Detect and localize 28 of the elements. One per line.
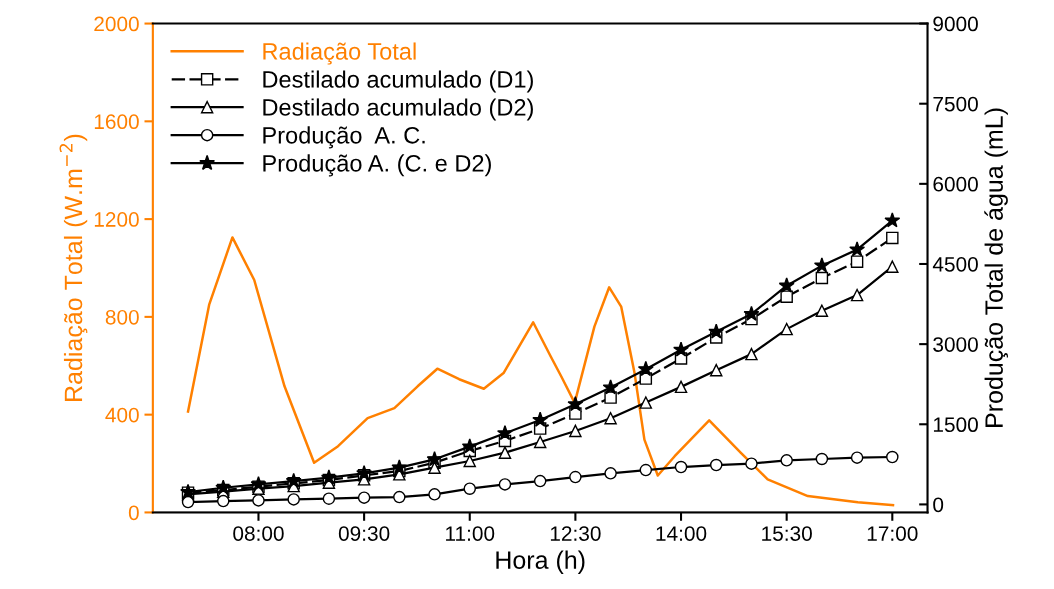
legend-label: Radiação Total [263, 42, 416, 65]
y-tick-label: 2000 [94, 16, 139, 32]
x-tick-label: 09:30 [338, 526, 390, 541]
y-tick-label: 800 [105, 309, 139, 325]
y2-tick-label: 0 [933, 497, 944, 513]
y-tick-label: 400 [105, 407, 139, 423]
y2-axis-title: Produção Total de água (mL) [984, 108, 1008, 427]
x-tick-label: 11:00 [446, 526, 495, 541]
y-axis-title: Radiação Total (W.m$^{−2}$) [59, 134, 88, 401]
legend-label: Destilado acumulado (D1) [263, 70, 533, 93]
x-tick-label: 12:30 [550, 526, 601, 541]
x-axis-title: Hora (h) [496, 550, 585, 574]
y2-tick-label: 9000 [933, 16, 978, 32]
legend-label: Produção A. (C. e D2) [263, 154, 491, 177]
x-tick-label: 15:30 [762, 526, 812, 541]
x-tick-label: 08:00 [233, 526, 284, 541]
y2-tick-label: 3000 [933, 337, 978, 352]
y-tick-label: 1600 [94, 114, 139, 130]
y2-tick-label: 6000 [933, 176, 978, 192]
legend-label: Destilado acumulado (D2) [263, 98, 533, 121]
x-tick-label: 17:00 [867, 526, 918, 541]
y-tick-label: 1200 [94, 212, 139, 227]
y2-tick-label: 7500 [933, 96, 978, 112]
legend-label: Produção A. C. [263, 126, 425, 149]
y2-tick-label: 1500 [933, 417, 978, 433]
x-tick-label: 14:00 [656, 526, 707, 541]
y-tick-label: 0 [128, 505, 139, 521]
y2-tick-label: 4500 [932, 256, 978, 272]
